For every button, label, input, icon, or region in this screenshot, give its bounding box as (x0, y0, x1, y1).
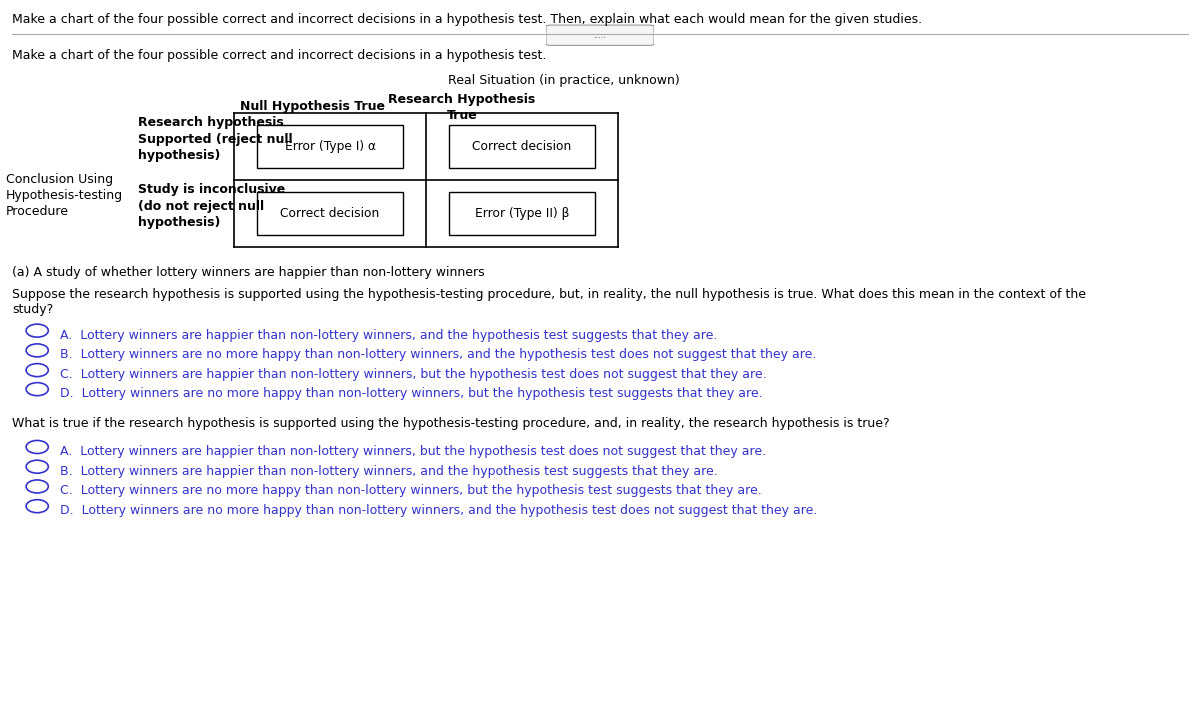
Text: Correct decision: Correct decision (473, 140, 571, 153)
Bar (257, 125, 403, 168)
Text: Correct decision: Correct decision (281, 207, 379, 220)
Text: C.  Lottery winners are no more happy than non-lottery winners, but the hypothes: C. Lottery winners are no more happy tha… (60, 484, 762, 497)
Bar (449, 192, 595, 235)
Text: hypothesis): hypothesis) (138, 149, 221, 161)
Text: A.  Lottery winners are happier than non-lottery winners, and the hypothesis tes: A. Lottery winners are happier than non-… (60, 329, 718, 341)
Text: Supported (reject null: Supported (reject null (138, 133, 293, 145)
Text: D.  Lottery winners are no more happy than non-lottery winners, but the hypothes: D. Lottery winners are no more happy tha… (60, 387, 763, 400)
Text: Error (Type II) β: Error (Type II) β (475, 207, 569, 220)
Text: Research Hypothesis: Research Hypothesis (389, 93, 535, 106)
Text: C.  Lottery winners are happier than non-lottery winners, but the hypothesis tes: C. Lottery winners are happier than non-… (60, 368, 767, 381)
Text: (do not reject null: (do not reject null (138, 200, 264, 212)
Text: (a) A study of whether lottery winners are happier than non-lottery winners: (a) A study of whether lottery winners a… (12, 266, 485, 279)
Text: .....: ..... (594, 31, 606, 39)
Text: What is true if the research hypothesis is supported using the hypothesis-testin: What is true if the research hypothesis … (12, 417, 889, 430)
Text: B.  Lottery winners are happier than non-lottery winners, and the hypothesis tes: B. Lottery winners are happier than non-… (60, 465, 718, 477)
Text: Study is inconclusive: Study is inconclusive (138, 183, 286, 196)
Text: D.  Lottery winners are no more happy than non-lottery winners, and the hypothes: D. Lottery winners are no more happy tha… (60, 504, 817, 517)
Bar (257, 192, 403, 235)
Text: Null Hypothesis True: Null Hypothesis True (240, 100, 384, 113)
Text: True: True (446, 109, 478, 122)
FancyBboxPatch shape (546, 25, 654, 45)
Text: hypothesis): hypothesis) (138, 216, 221, 228)
Text: B.  Lottery winners are no more happy than non-lottery winners, and the hypothes: B. Lottery winners are no more happy tha… (60, 348, 816, 361)
Text: Error (Type I) α: Error (Type I) α (284, 140, 376, 153)
Text: study?: study? (12, 303, 53, 316)
Text: A.  Lottery winners are happier than non-lottery winners, but the hypothesis tes: A. Lottery winners are happier than non-… (60, 445, 766, 458)
Text: Procedure: Procedure (6, 205, 70, 218)
Text: Suppose the research hypothesis is supported using the hypothesis-testing proced: Suppose the research hypothesis is suppo… (12, 288, 1086, 300)
Text: Make a chart of the four possible correct and incorrect decisions in a hypothesi: Make a chart of the four possible correc… (12, 13, 922, 25)
Text: Conclusion Using: Conclusion Using (6, 173, 113, 185)
Text: Make a chart of the four possible correct and incorrect decisions in a hypothesi: Make a chart of the four possible correc… (12, 49, 546, 62)
Text: Real Situation (in practice, unknown): Real Situation (in practice, unknown) (448, 74, 680, 87)
Text: Hypothesis-testing: Hypothesis-testing (6, 189, 124, 202)
Text: Research hypothesis: Research hypothesis (138, 116, 283, 129)
Bar (449, 125, 595, 168)
